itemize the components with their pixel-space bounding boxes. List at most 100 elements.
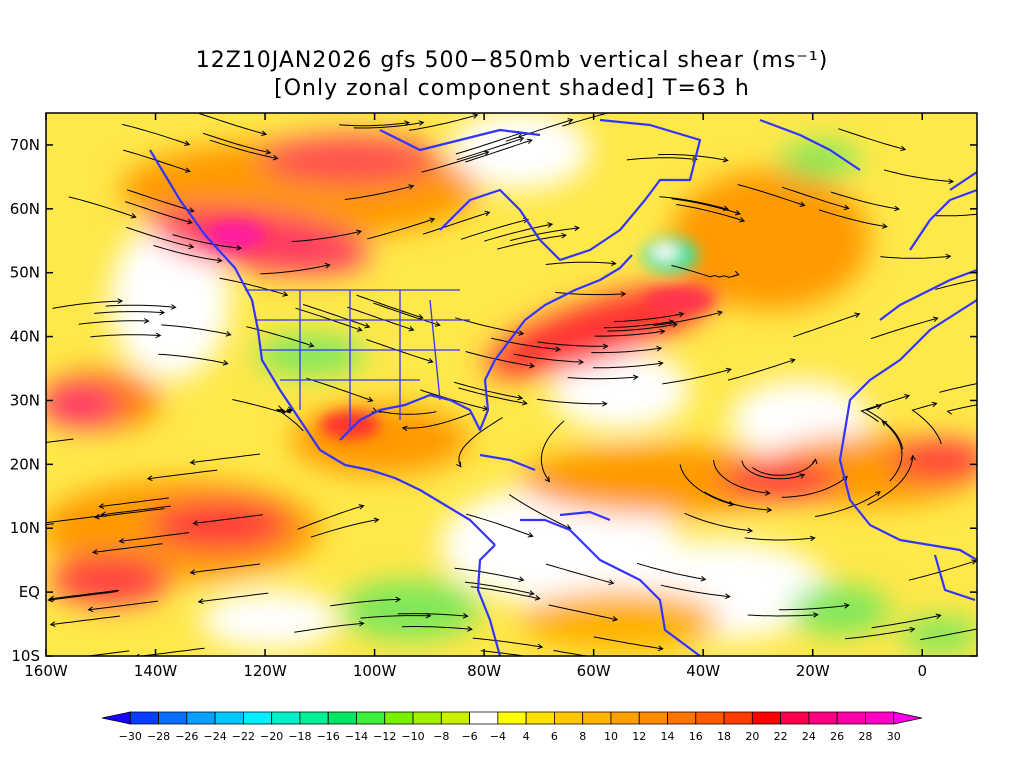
streamline-arrow (518, 576, 525, 582)
streamline-arrow (462, 612, 469, 619)
streamline-arrow (188, 207, 195, 213)
streamline (147, 469, 218, 480)
streamline-arrow (948, 178, 955, 185)
streamline-arrow (578, 359, 585, 365)
streamline (509, 494, 571, 529)
streamline-arrow (874, 491, 881, 497)
streamline (752, 459, 817, 476)
streamline-arrow (931, 401, 938, 408)
streamline (310, 519, 379, 538)
streamline-arrow (356, 229, 363, 236)
streamline-arrow (159, 309, 166, 316)
streamline (119, 532, 190, 542)
streamline-arrow (716, 310, 724, 316)
streamline-arrow (875, 404, 882, 410)
streamline (562, 113, 611, 127)
streamline (537, 341, 608, 347)
streamline (497, 234, 566, 250)
streamline-arrow (722, 156, 729, 163)
streamline (453, 381, 523, 399)
streamline-arrow (618, 659, 623, 664)
streamline (781, 476, 848, 498)
colorbar-swatch (356, 711, 386, 725)
streamline-arrow (236, 245, 243, 251)
streamline (815, 491, 881, 517)
streamline (838, 128, 906, 150)
streamline (466, 513, 533, 537)
colorbar-label: −16 (317, 730, 340, 743)
colorbar-label: −8 (433, 730, 449, 743)
colorbar-label: 18 (717, 730, 731, 743)
lat-label: 10N (10, 519, 40, 537)
streamline (422, 211, 490, 235)
streamline (548, 604, 618, 621)
colorbar: −30 −28 −26 −24 −22 −20 −18 −16 −14 −12 −10 −8 −6 −4 4… (101, 711, 923, 743)
streamline (294, 622, 364, 633)
streamline (911, 402, 942, 444)
streamline (470, 586, 540, 600)
streamline-arrow (408, 325, 415, 332)
colorbar-swatch (469, 711, 499, 725)
streamline (658, 154, 728, 161)
streamline-arrow (358, 620, 365, 627)
streamline (505, 119, 573, 142)
lon-label: 20W (796, 662, 830, 680)
streamline-arrow (373, 517, 380, 523)
streamline-arrow (932, 316, 939, 323)
streamline (122, 123, 190, 146)
colorbar-swatch (865, 711, 895, 725)
streamline-arrow (910, 454, 916, 461)
streamline-arrow (517, 394, 524, 401)
streamline-arrow (766, 507, 773, 513)
streamline (781, 186, 849, 209)
streamline-arrow (555, 346, 562, 352)
streamline (373, 302, 440, 326)
streamline-arrow (192, 520, 199, 526)
streamline (484, 223, 553, 242)
streamline-arrow (733, 270, 740, 277)
streamline-arrow (881, 223, 888, 229)
streamline-arrow (146, 475, 153, 482)
streamline-arrow (843, 204, 850, 211)
streamline-arrow (612, 616, 619, 622)
colorbar-label: −12 (373, 730, 396, 743)
streamline (94, 508, 165, 518)
lon-label: 120W (243, 662, 287, 680)
streamline-arrow (734, 209, 741, 216)
streamline (704, 491, 772, 511)
streamline (68, 196, 136, 218)
coastlines (149, 118, 977, 656)
streamline-arrow (547, 222, 554, 228)
colorbar-swatch (667, 711, 697, 725)
colorbar-label: −20 (260, 730, 283, 743)
colorbar-swatch (780, 711, 810, 725)
streamline (659, 196, 729, 210)
streamline (190, 563, 261, 574)
colorbar-label: −26 (175, 730, 198, 743)
streamline (339, 122, 410, 127)
streamline-arrow (286, 406, 293, 412)
lat-label: 60N (10, 200, 40, 218)
streamline-arrow (1003, 377, 1008, 382)
colorbar-label: −24 (203, 730, 226, 743)
streamline (671, 265, 739, 278)
streamline-arrow (567, 118, 574, 124)
colorbar-label: 20 (745, 730, 759, 743)
streamline-arrow (854, 312, 861, 318)
streamline-arrow (427, 357, 434, 364)
streamline-arrow (483, 150, 490, 156)
streamline-arrow (789, 358, 796, 364)
streamline-arrow (728, 500, 735, 507)
streamline (567, 376, 638, 380)
colorbar-label: −22 (232, 730, 255, 743)
streamline-arrow (657, 360, 664, 367)
streamline-arrow (308, 342, 315, 348)
streamline-arrow (602, 343, 609, 350)
streamline-arrow (401, 425, 408, 432)
lon-label: 160W (24, 662, 68, 680)
streamline (88, 600, 159, 611)
streamline-arrow (894, 205, 900, 212)
streamline-arrow (188, 243, 195, 250)
streamline (353, 121, 424, 129)
streamline (306, 377, 373, 402)
